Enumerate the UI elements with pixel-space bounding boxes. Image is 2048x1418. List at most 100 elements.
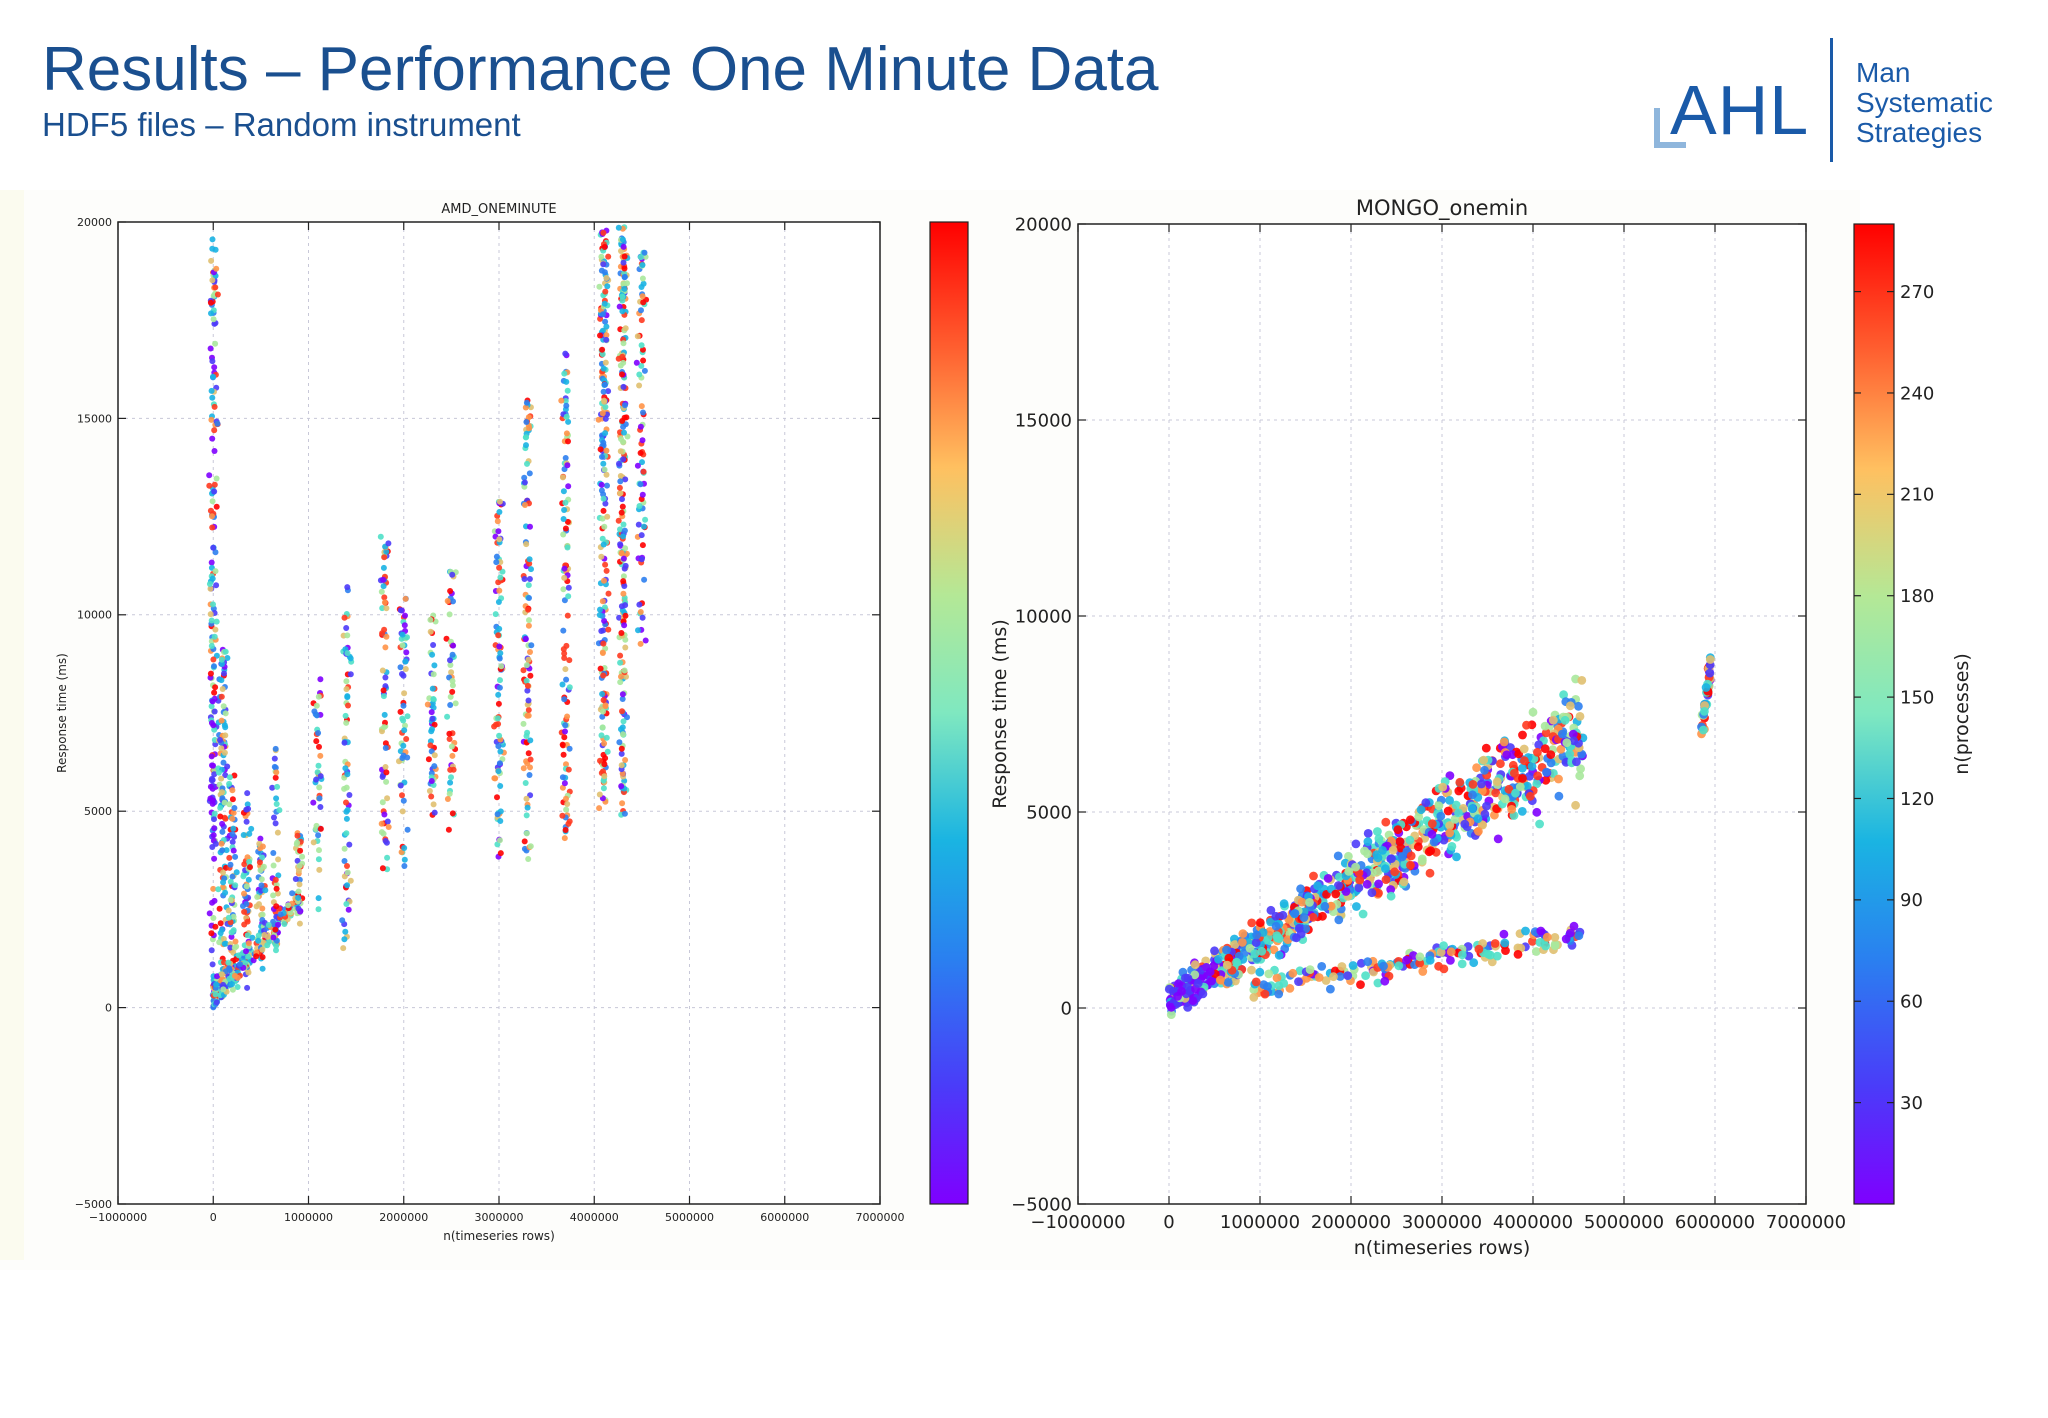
data-point xyxy=(622,612,629,619)
data-point xyxy=(1381,864,1390,874)
data-point xyxy=(1406,860,1415,870)
data-point xyxy=(210,316,217,323)
data-point xyxy=(401,690,408,697)
data-point xyxy=(1223,977,1233,987)
data-point xyxy=(565,438,571,445)
data-point xyxy=(1257,946,1267,956)
data-point xyxy=(272,876,279,883)
data-point xyxy=(602,359,609,366)
data-point xyxy=(620,533,627,540)
data-point xyxy=(1491,788,1501,798)
y-tick-label: −5000 xyxy=(75,1198,112,1211)
data-point xyxy=(341,936,348,943)
data-point xyxy=(620,521,627,528)
data-point xyxy=(346,792,353,798)
data-point xyxy=(229,796,236,803)
data-point xyxy=(1351,839,1361,849)
data-point xyxy=(1574,701,1583,711)
data-point xyxy=(619,691,626,698)
data-point xyxy=(212,626,219,633)
data-point xyxy=(1532,807,1542,817)
data-point xyxy=(211,810,218,817)
data-point xyxy=(213,840,219,847)
data-point xyxy=(495,599,502,605)
data-point xyxy=(313,738,320,745)
data-point xyxy=(272,745,279,752)
data-point xyxy=(316,847,322,854)
data-point xyxy=(1554,774,1563,784)
data-point xyxy=(226,854,233,861)
data-point xyxy=(447,588,454,594)
data-point xyxy=(639,293,646,300)
data-point xyxy=(210,373,216,380)
data-point xyxy=(214,420,221,427)
data-point xyxy=(1518,763,1527,773)
data-point xyxy=(1493,834,1503,844)
data-point xyxy=(497,850,504,857)
data-point xyxy=(210,885,217,892)
data-point xyxy=(524,687,531,694)
data-point xyxy=(605,388,612,395)
data-point xyxy=(622,562,629,569)
data-point xyxy=(522,502,528,508)
data-point xyxy=(525,697,532,704)
data-point xyxy=(245,969,252,976)
data-point xyxy=(1294,923,1304,933)
data-point xyxy=(209,277,216,284)
data-point xyxy=(343,830,350,837)
data-point xyxy=(1380,976,1390,986)
data-point xyxy=(383,769,390,776)
data-point xyxy=(230,847,237,854)
data-point xyxy=(525,622,532,629)
data-point xyxy=(620,423,627,430)
data-point xyxy=(1360,846,1369,856)
data-point xyxy=(227,944,234,951)
data-point xyxy=(400,702,407,709)
data-point xyxy=(447,693,454,700)
data-point xyxy=(316,743,322,750)
data-point xyxy=(225,907,232,914)
data-point xyxy=(399,631,406,638)
data-point xyxy=(622,757,629,763)
data-point xyxy=(1352,902,1361,911)
data-point xyxy=(1387,854,1396,863)
data-point xyxy=(1559,690,1568,700)
data-point xyxy=(560,751,567,758)
x-tick-label: 2000000 xyxy=(1311,1212,1391,1233)
data-point xyxy=(343,901,350,907)
data-point xyxy=(1424,847,1434,857)
x-tick-label: −1000000 xyxy=(1030,1212,1125,1233)
data-point xyxy=(1439,941,1448,951)
data-point xyxy=(565,584,572,591)
data-point xyxy=(343,625,350,631)
data-point xyxy=(209,513,215,520)
data-point xyxy=(620,340,627,347)
data-point xyxy=(640,468,647,475)
data-point xyxy=(599,346,606,353)
data-point xyxy=(602,500,609,507)
data-point xyxy=(526,576,533,582)
data-point xyxy=(217,737,223,743)
data-point xyxy=(1474,826,1483,836)
data-point xyxy=(427,628,434,635)
data-point xyxy=(243,806,250,813)
x-tick-label: 6000000 xyxy=(760,1211,809,1224)
data-point xyxy=(285,902,292,909)
data-point xyxy=(380,687,387,694)
data-point xyxy=(561,655,568,661)
data-point xyxy=(527,523,533,530)
data-point xyxy=(1247,918,1257,928)
data-point xyxy=(1541,775,1551,785)
x-tick-label: 4000000 xyxy=(1493,1212,1573,1233)
data-point xyxy=(1255,967,1265,977)
data-point xyxy=(449,678,456,684)
data-point xyxy=(638,284,645,290)
data-point xyxy=(400,797,407,804)
data-point xyxy=(429,685,436,692)
data-point xyxy=(272,926,279,933)
data-point xyxy=(618,750,625,757)
data-point xyxy=(403,649,410,656)
data-point xyxy=(215,886,222,893)
data-point xyxy=(1536,926,1546,936)
